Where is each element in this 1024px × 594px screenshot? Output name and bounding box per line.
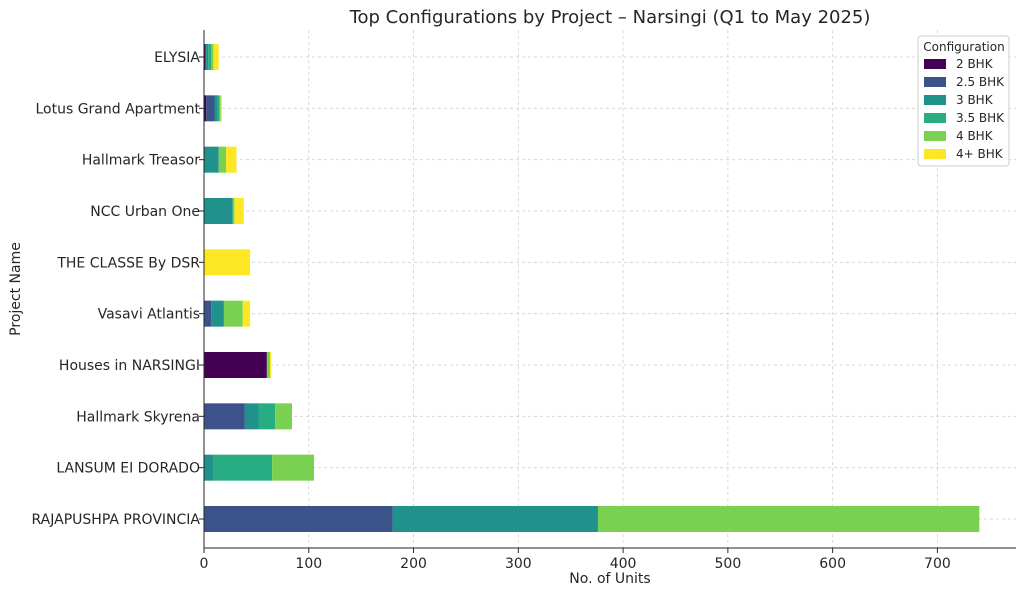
bar-segment xyxy=(275,403,293,430)
bar-segment xyxy=(206,44,209,70)
y-tick-label: NCC Urban One xyxy=(90,204,200,220)
bars xyxy=(204,44,980,532)
bar-segment xyxy=(218,146,227,173)
legend-label: 4+ BHK xyxy=(956,147,1004,161)
x-tick-label: 100 xyxy=(295,556,322,572)
y-tick-label: RAJAPUSHPA PROVINCIA xyxy=(32,512,201,528)
grid-lines xyxy=(204,30,1016,548)
legend-swatch xyxy=(924,77,946,87)
x-tick-label: 500 xyxy=(715,556,742,572)
bar-segment xyxy=(233,198,235,224)
x-tick-label: 0 xyxy=(200,556,209,572)
legend-swatch xyxy=(924,95,946,105)
bar-segment xyxy=(223,300,243,327)
y-tick-label: LANSUM EI DORADO xyxy=(56,461,200,477)
bar-segment xyxy=(226,146,237,173)
bar-segment xyxy=(211,44,214,70)
bar-segment xyxy=(213,454,273,481)
legend-swatch xyxy=(924,131,946,141)
bar-segment xyxy=(206,95,215,122)
legend: Configuration 2 BHK 2.5 BHK 3 BHK 3.5 BHK 4 … xyxy=(917,35,1010,167)
bar-segment xyxy=(270,352,272,378)
bar-segment xyxy=(211,300,224,327)
bar-segment xyxy=(258,403,276,430)
legend-label: 3.5 BHK xyxy=(956,111,1005,125)
bar-segment xyxy=(213,44,219,70)
y-tick-label: ELYSIA xyxy=(154,50,200,66)
legend-title: Configuration xyxy=(923,40,1004,54)
y-ticks: RAJAPUSHPA PROVINCIA LANSUM EI DORADO Hall… xyxy=(32,50,204,528)
legend-label: 2 BHK xyxy=(956,57,994,71)
bar-segment xyxy=(244,403,259,430)
bar-segment xyxy=(232,198,234,224)
bar-segment xyxy=(204,44,206,70)
y-tick-label: Houses in NARSINGI xyxy=(59,358,200,374)
legend-swatch xyxy=(924,59,946,69)
bar-segment xyxy=(272,454,315,481)
bar-segment xyxy=(234,198,244,224)
bar-segment xyxy=(217,95,220,122)
bar-segment xyxy=(204,506,393,532)
x-axis-label: No. of Units xyxy=(569,571,650,587)
bar-segment xyxy=(242,300,251,327)
bar-segment xyxy=(205,44,207,70)
bar-segment xyxy=(204,352,267,378)
y-tick-label: Hallmark Skyrena xyxy=(76,409,200,425)
bar-segment xyxy=(220,95,222,122)
bar-segment xyxy=(266,352,271,378)
x-tick-label: 700 xyxy=(924,556,951,572)
x-ticks: 0 100 200 300 400 500 600 700 xyxy=(200,548,951,572)
y-tick-label: Hallmark Treasor xyxy=(82,153,200,169)
x-tick-label: 600 xyxy=(819,556,846,572)
y-tick-label: Lotus Grand Apartment xyxy=(35,101,200,117)
bar-segment xyxy=(597,506,980,532)
legend-label: 4 BHK xyxy=(956,129,994,143)
bar-segment xyxy=(204,95,207,122)
x-tick-label: 400 xyxy=(610,556,637,572)
bar-segment xyxy=(204,198,233,224)
x-tick-label: 200 xyxy=(400,556,427,572)
y-tick-label: Vasavi Atlantis xyxy=(98,307,200,323)
bar-segment xyxy=(208,44,212,70)
y-axis-label: Project Name xyxy=(8,242,24,336)
legend-swatch xyxy=(924,113,946,123)
bar-segment xyxy=(214,95,218,122)
bar-segment xyxy=(392,506,598,532)
y-tick-label: THE CLASSE By DSR xyxy=(56,255,200,271)
legend-label: 3 BHK xyxy=(956,93,994,107)
bar-segment xyxy=(204,146,219,173)
chart-title: Top Configurations by Project – Narsingi… xyxy=(349,7,871,28)
bar-segment xyxy=(204,403,245,430)
legend-swatch xyxy=(924,149,946,159)
bar-segment xyxy=(204,300,212,327)
x-tick-label: 300 xyxy=(505,556,532,572)
axes xyxy=(203,30,1016,549)
bar-segment xyxy=(204,249,251,276)
bar-segment xyxy=(204,454,214,481)
bar-segment xyxy=(219,95,221,122)
legend-label: 2.5 BHK xyxy=(956,75,1005,89)
